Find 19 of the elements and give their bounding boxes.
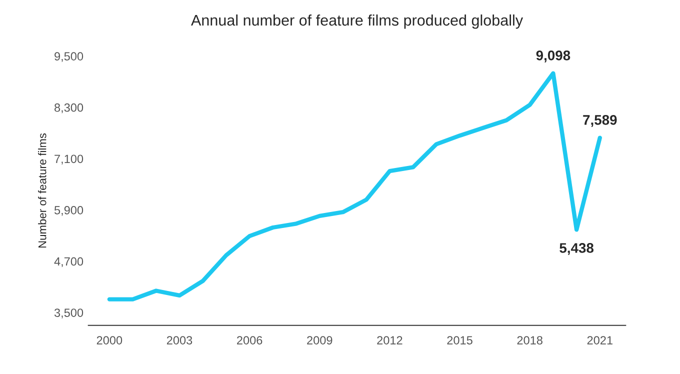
x-tick-label: 2012 (377, 336, 402, 344)
x-tick-label: 2000 (96, 336, 122, 344)
data-label: 7,589 (583, 115, 617, 127)
y-tick-label: 8,300 (54, 103, 84, 114)
y-tick-label: 7,100 (54, 154, 84, 164)
x-tick-label: 2006 (237, 336, 262, 344)
y-tick-label: 3,500 (54, 308, 84, 318)
y-tick-label: 9,500 (54, 52, 84, 62)
y-tick-label: 5,900 (54, 206, 84, 216)
y-axis-title: Number of feature films (38, 133, 46, 248)
x-tick-label: 2003 (166, 336, 192, 344)
x-tick-label: 2021 (587, 336, 612, 344)
y-tick-label: 4,700 (54, 257, 84, 268)
data-label: 9,098 (536, 50, 570, 62)
chart-title: Annual number of feature films produced globally (191, 14, 524, 29)
data-label: 5,438 (560, 243, 594, 255)
x-tick-label: 2015 (447, 336, 472, 344)
x-tick-label: 2018 (517, 336, 542, 344)
x-tick-label: 2009 (307, 336, 332, 344)
